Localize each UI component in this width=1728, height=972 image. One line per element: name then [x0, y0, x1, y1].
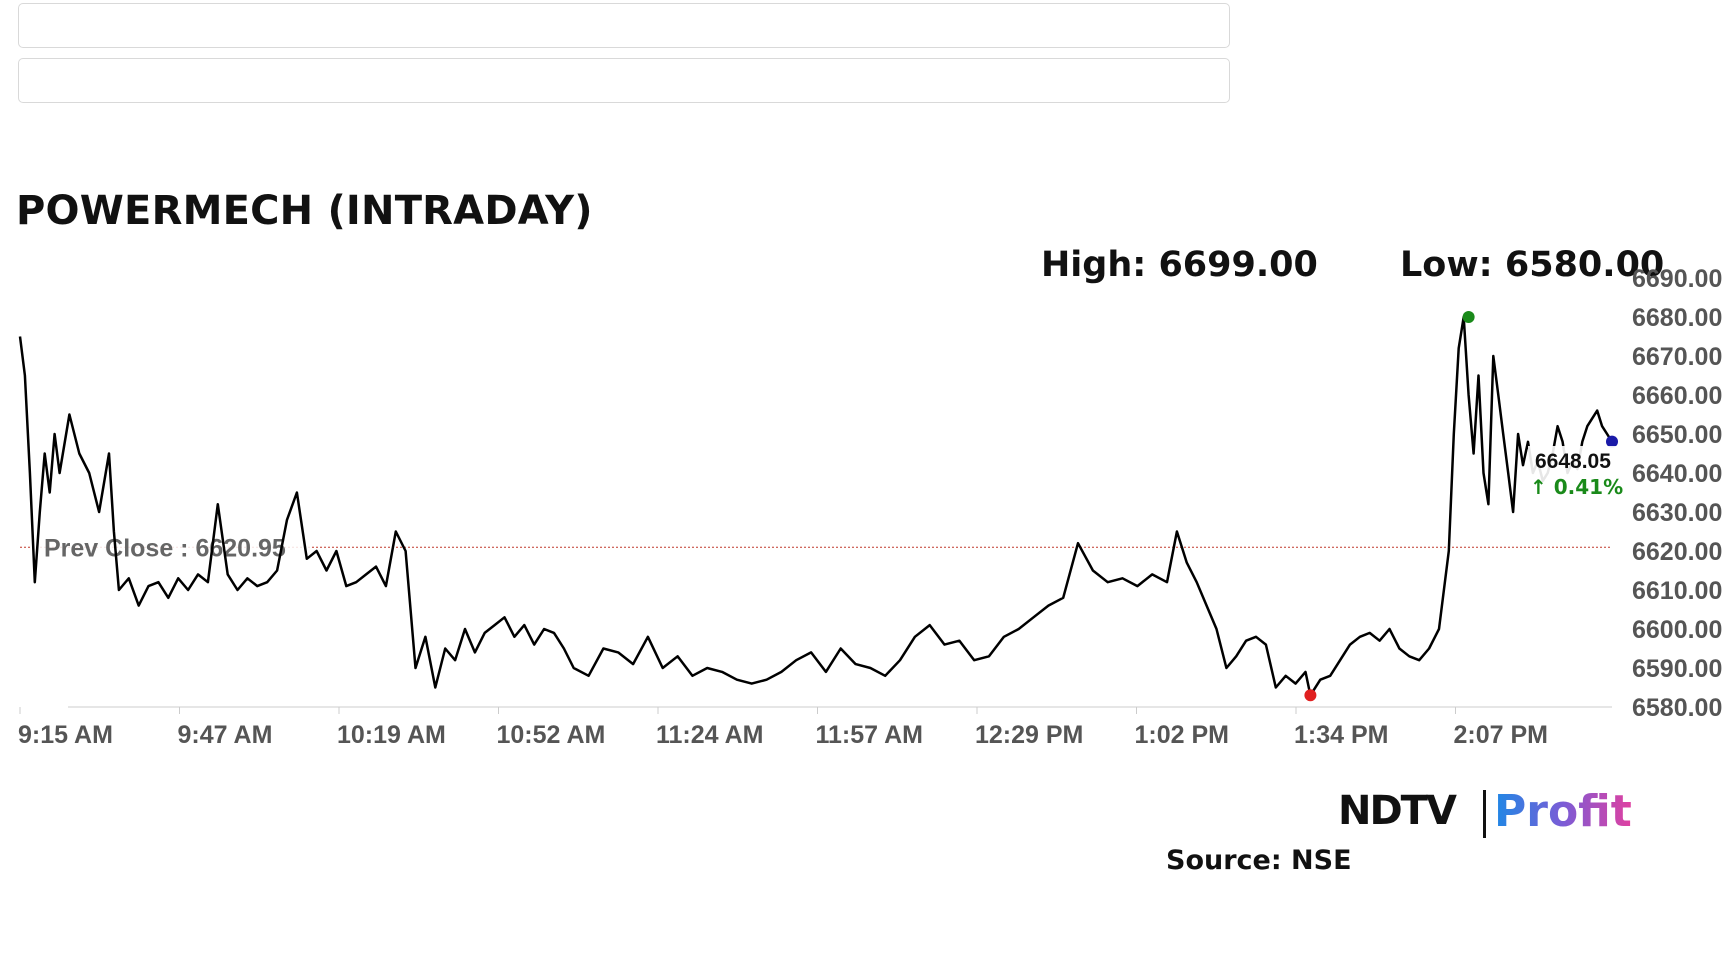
x-tick-label: 10:19 AM — [337, 721, 446, 749]
last-price-label: 6648.05 — [1535, 450, 1611, 473]
x-tick-label: 1:34 PM — [1294, 721, 1388, 749]
x-tick-label: 1:02 PM — [1135, 721, 1229, 749]
markers: 6648.05↑ 0.41% — [1304, 311, 1623, 702]
y-tick-label: 6600.00 — [1632, 616, 1722, 644]
x-axis: 9:15 AM 9:47 AM 10:19 AM 10:52 AM 11:24 AM 11… — [18, 706, 1612, 749]
prev-close-label-bg — [40, 525, 310, 560]
high-marker — [1462, 311, 1475, 323]
last-price-marker — [1606, 435, 1618, 448]
price-series-line — [18, 315, 1614, 697]
last-price-label-bg — [1528, 446, 1622, 504]
x-tick-label: 11:24 AM — [656, 721, 763, 749]
y-tick-label: 6580.00 — [1632, 694, 1722, 722]
day-low-label: Low: 6580.00 — [1400, 245, 1665, 285]
x-tick-label: 2:07 PM — [1454, 721, 1548, 749]
day-high-label: High: 6699.00 — [1041, 245, 1318, 285]
x-tick-label: 12:29 PM — [975, 721, 1083, 749]
series-layer — [18, 315, 1614, 697]
y-tick-label: 6620.00 — [1632, 538, 1722, 566]
low-marker — [1304, 689, 1317, 702]
filter-input-2[interactable] — [18, 58, 1230, 103]
y-tick-label: 6610.00 — [1632, 577, 1722, 605]
y-tick-label: 6590.00 — [1632, 655, 1722, 683]
y-tick-label: 6630.00 — [1632, 499, 1722, 527]
x-tick-label: 11:57 AM — [816, 721, 923, 749]
x-tick-label: 9:15 AM — [18, 721, 113, 749]
y-tick-label: 6660.00 — [1632, 382, 1722, 410]
source-label: Source: NSE — [1166, 845, 1352, 876]
x-tick-label: 9:47 AM — [178, 721, 273, 749]
y-tick-label: 6680.00 — [1632, 304, 1722, 332]
logo-ndtv-text: NDTV — [1338, 788, 1457, 834]
y-axis: 6580.00 6590.00 6600.00 6610.00 6620.00 6630.… — [1632, 265, 1722, 722]
price-change-label: ↑ 0.41% — [1530, 475, 1623, 499]
logo-separator — [1483, 790, 1486, 838]
y-tick-label: 6670.00 — [1632, 343, 1722, 371]
x-tick-label: 10:52 AM — [497, 721, 606, 749]
chart-title: POWERMECH (INTRADAY) — [16, 188, 593, 234]
y-tick-label: 6640.00 — [1632, 460, 1722, 488]
prev-close-group: Prev Close : 6620.95 — [20, 525, 1612, 562]
y-tick-label: 6650.00 — [1632, 421, 1722, 449]
logo-profit-text: Profit — [1494, 786, 1632, 837]
prev-close-label: Prev Close : 6620.95 — [44, 534, 286, 562]
y-tick-label: 6690.00 — [1632, 265, 1722, 293]
filter-input-1[interactable] — [18, 3, 1230, 48]
